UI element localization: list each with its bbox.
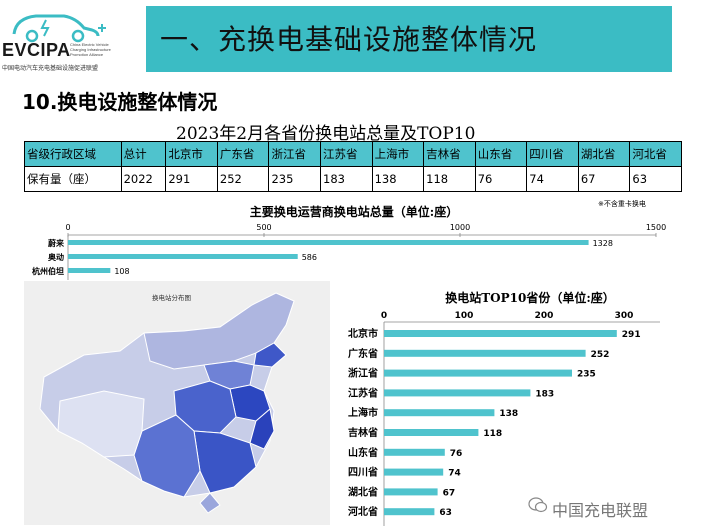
operator-bar-chart: 主要换电运营商换电站总量（单位:座） 0 500 1000 1500 蔚来 1328 奥动 58… bbox=[32, 204, 666, 280]
x-tick-label: 100 bbox=[455, 311, 474, 321]
table-header-cell: 广东省 bbox=[216, 141, 270, 167]
table-cell: 67 bbox=[577, 166, 631, 192]
category-label: 广东省 bbox=[348, 347, 378, 360]
table-header-cell: 总计 bbox=[120, 141, 167, 167]
chart-title: 主要换电运营商换电站总量（单位:座） bbox=[250, 204, 458, 219]
data-label: 74 bbox=[448, 469, 461, 479]
data-label: 183 bbox=[535, 389, 554, 399]
x-tick-label: 0 bbox=[381, 311, 387, 321]
watermark: 中国充电联盟 bbox=[552, 501, 649, 520]
table-header-cell: 浙江省 bbox=[268, 141, 322, 167]
x-tick-label: 0 bbox=[65, 223, 70, 232]
wechat-icon bbox=[528, 497, 548, 513]
table-cell: 保有量（座） bbox=[24, 166, 122, 192]
x-tick-label: 1500 bbox=[646, 223, 666, 232]
table-cell: 118 bbox=[423, 166, 476, 192]
bar bbox=[384, 508, 435, 516]
category-label: 四川省 bbox=[348, 466, 378, 479]
car-plug-icon bbox=[12, 14, 106, 43]
data-label: 1328 bbox=[593, 239, 613, 248]
category-label: 湖北省 bbox=[348, 485, 378, 498]
table-header-cell: 省级行政区域 bbox=[24, 141, 122, 167]
category-label: 北京市 bbox=[348, 327, 378, 340]
table-cell: 291 bbox=[165, 166, 218, 192]
x-tick-label: 200 bbox=[535, 311, 554, 321]
table-cell: 183 bbox=[320, 166, 373, 192]
category-label: 河北省 bbox=[348, 505, 378, 518]
bar bbox=[384, 448, 445, 456]
category-label: 山东省 bbox=[348, 446, 378, 459]
data-label: 63 bbox=[439, 508, 452, 518]
bar bbox=[384, 389, 531, 397]
data-label: 138 bbox=[499, 409, 518, 419]
table-cell: 74 bbox=[526, 166, 579, 192]
logo-english-line: Charging Infrastructure bbox=[70, 47, 111, 52]
logo-english-line: Promotion Alliance bbox=[70, 52, 104, 57]
map-graphic bbox=[39, 292, 295, 514]
logo-english: China Electric Vehicle Charging Infrastr… bbox=[70, 42, 130, 57]
bar bbox=[384, 429, 479, 436]
data-label: 235 bbox=[577, 370, 596, 380]
bar bbox=[384, 468, 444, 476]
category-label: 蔚来 bbox=[48, 238, 65, 248]
title-bar: 一、充换电基础设施整体情况 bbox=[146, 6, 672, 72]
data-label: 108 bbox=[114, 267, 129, 276]
table-header-cell: 湖北省 bbox=[577, 141, 631, 167]
table-header-cell: 上海市 bbox=[371, 141, 425, 167]
bar bbox=[384, 330, 617, 337]
page-title: 一、充换电基础设施整体情况 bbox=[160, 23, 538, 56]
table-header-cell: 吉林省 bbox=[423, 141, 476, 167]
table-cell: 76 bbox=[474, 166, 528, 192]
china-map bbox=[24, 281, 330, 525]
category-label: 杭州伯坦 bbox=[32, 266, 64, 276]
data-label: 76 bbox=[450, 449, 463, 459]
province-table: 省级行政区域 总计 北京市 广东省 浙江省 江苏省 上海市 吉林省 山东省 四川… bbox=[24, 141, 682, 192]
table-header-cell: 北京市 bbox=[165, 141, 218, 167]
logo-chinese: 中国电动汽车充电基础设施促进联盟 bbox=[2, 65, 99, 72]
category-label: 江苏省 bbox=[348, 386, 378, 399]
footnote: ※不含重卡换电 bbox=[598, 200, 646, 208]
category-label: 上海市 bbox=[348, 406, 378, 419]
data-label: 586 bbox=[302, 253, 317, 262]
table-header-row: 省级行政区域 总计 北京市 广东省 浙江省 江苏省 上海市 吉林省 山东省 四川… bbox=[24, 141, 682, 167]
bar bbox=[384, 409, 495, 417]
table-title: 2023年2月各省份换电站总量及TOP10 bbox=[176, 124, 476, 144]
bar bbox=[384, 349, 586, 357]
table-cell: 235 bbox=[268, 166, 322, 192]
bar bbox=[384, 369, 572, 377]
x-tick-label: 300 bbox=[615, 311, 634, 321]
table-cell: 138 bbox=[371, 166, 425, 192]
table-cell: 63 bbox=[629, 166, 682, 192]
bar bbox=[68, 240, 589, 245]
data-label: 67 bbox=[443, 488, 456, 498]
logo-name: EVCIPA bbox=[2, 40, 71, 60]
x-tick-label: 1000 bbox=[450, 223, 470, 232]
category-label: 奥动 bbox=[47, 252, 64, 262]
evcipa-logo bbox=[6, 4, 136, 76]
table-cell: 2022 bbox=[120, 166, 167, 192]
category-label: 浙江省 bbox=[348, 367, 378, 380]
province-bar-chart: 换电站TOP10省份（单位:座） 0 100 200 300 北京市 291 广东省 252 浙江… bbox=[348, 290, 660, 526]
data-label: 291 bbox=[622, 330, 641, 340]
section-title: 10.换电设施整体情况 bbox=[22, 90, 218, 114]
chart-title: 换电站TOP10省份（单位:座） bbox=[445, 290, 615, 305]
category-label: 吉林省 bbox=[348, 426, 378, 439]
bar bbox=[68, 268, 111, 273]
data-label: 252 bbox=[591, 350, 610, 360]
x-tick-label: 500 bbox=[256, 223, 271, 232]
table-header-cell: 江苏省 bbox=[320, 141, 373, 167]
table-header-cell: 河北省 bbox=[629, 141, 682, 167]
table-row: 保有量（座） 2022 291 252 235 183 138 118 76 7… bbox=[24, 166, 682, 192]
logo-english-line: China Electric Vehicle bbox=[70, 42, 109, 47]
table-header-cell: 山东省 bbox=[474, 141, 528, 167]
map-title: 换电站分布图 bbox=[152, 294, 191, 302]
data-label: 118 bbox=[483, 429, 502, 439]
bar bbox=[384, 488, 438, 496]
table-cell: 252 bbox=[216, 166, 270, 192]
table-header-cell: 四川省 bbox=[526, 141, 579, 167]
bar bbox=[68, 254, 298, 259]
